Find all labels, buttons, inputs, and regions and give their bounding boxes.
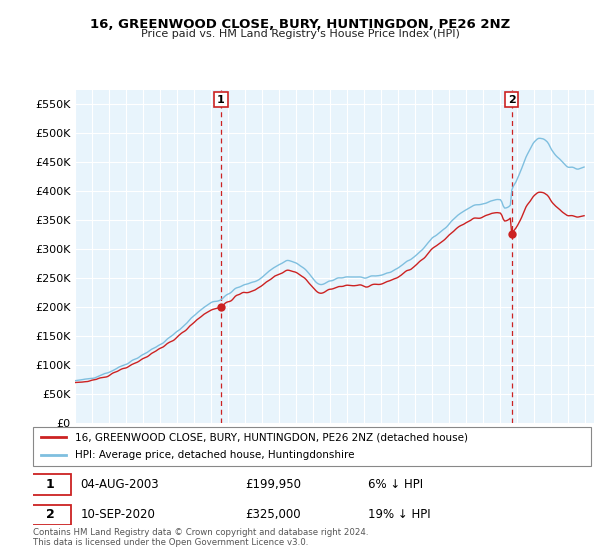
- Text: 10-SEP-2020: 10-SEP-2020: [80, 508, 155, 521]
- FancyBboxPatch shape: [30, 474, 71, 495]
- Text: 04-AUG-2003: 04-AUG-2003: [80, 478, 159, 491]
- Text: 2: 2: [46, 508, 55, 521]
- Text: Price paid vs. HM Land Registry's House Price Index (HPI): Price paid vs. HM Land Registry's House …: [140, 29, 460, 39]
- Text: Contains HM Land Registry data © Crown copyright and database right 2024.
This d: Contains HM Land Registry data © Crown c…: [33, 528, 368, 548]
- Text: HPI: Average price, detached house, Huntingdonshire: HPI: Average price, detached house, Hunt…: [75, 450, 355, 460]
- FancyBboxPatch shape: [30, 505, 71, 525]
- Text: 1: 1: [46, 478, 55, 491]
- Text: 2: 2: [508, 95, 515, 105]
- Text: 16, GREENWOOD CLOSE, BURY, HUNTINGDON, PE26 2NZ: 16, GREENWOOD CLOSE, BURY, HUNTINGDON, P…: [90, 18, 510, 31]
- Text: 1: 1: [217, 95, 225, 105]
- Text: £325,000: £325,000: [245, 508, 301, 521]
- Text: £199,950: £199,950: [245, 478, 301, 491]
- Text: 6% ↓ HPI: 6% ↓ HPI: [368, 478, 423, 491]
- FancyBboxPatch shape: [33, 427, 591, 466]
- Text: 16, GREENWOOD CLOSE, BURY, HUNTINGDON, PE26 2NZ (detached house): 16, GREENWOOD CLOSE, BURY, HUNTINGDON, P…: [75, 432, 468, 442]
- Text: 19% ↓ HPI: 19% ↓ HPI: [368, 508, 430, 521]
